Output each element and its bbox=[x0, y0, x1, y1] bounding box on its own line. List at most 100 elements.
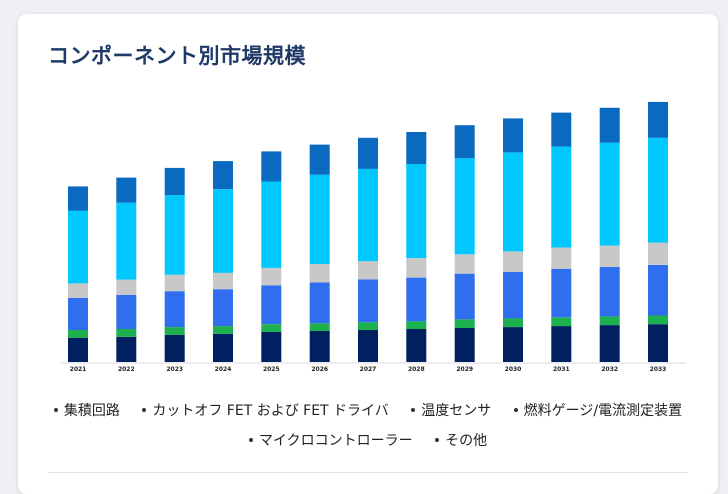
bar-segment-2023-series-3 bbox=[164, 274, 185, 292]
bar-segment-2026-series-4 bbox=[309, 174, 330, 264]
bar-segment-2023-series-4 bbox=[164, 195, 185, 275]
bar-segment-2022-series-5 bbox=[116, 177, 137, 203]
bar-segment-2032-series-1 bbox=[599, 316, 620, 326]
bar-segment-2031-series-3 bbox=[551, 247, 572, 269]
bar-segment-2029-series-2 bbox=[454, 273, 475, 320]
bar-segment-2027-series-2 bbox=[358, 279, 378, 323]
bar-segment-2028-series-5 bbox=[406, 132, 427, 164]
bar-segment-2028-series-1 bbox=[406, 321, 427, 329]
bar-segment-2025-series-3 bbox=[261, 267, 282, 286]
bar-segment-2025-series-1 bbox=[261, 324, 282, 332]
bar-segment-2030-series-3 bbox=[503, 251, 523, 272]
bar-segment-2030-series-5 bbox=[503, 118, 523, 153]
stacked-bar-chart: 2021 2022 2023 2024 2025 2026 2027 2028 2029 2030… bbox=[60, 101, 686, 373]
x-tick-label-2033: 2033 bbox=[650, 366, 667, 373]
legend-item-cutoff-fet: カットオフ FET および FET ドライバ bbox=[142, 396, 389, 426]
bar-segment-2031-series-1 bbox=[551, 317, 572, 327]
bar-segment-2032-series-2 bbox=[599, 266, 620, 317]
bar-segment-2024-series-5 bbox=[213, 161, 233, 190]
bar-segment-2031-series-2 bbox=[551, 268, 572, 318]
bullet-icon bbox=[435, 438, 440, 442]
x-tick-label-2028: 2028 bbox=[408, 366, 425, 373]
bar-segment-2025-series-0 bbox=[261, 331, 282, 362]
legend-label: マイクロコントローラー bbox=[258, 433, 413, 449]
bar-segment-2032-series-4 bbox=[599, 142, 620, 246]
bar-segment-2032-series-3 bbox=[599, 245, 620, 267]
bar-segment-2026-series-1 bbox=[309, 323, 330, 331]
bar-segment-2022-series-2 bbox=[116, 295, 137, 329]
bar-segment-2029-series-3 bbox=[454, 254, 475, 274]
bullet-icon bbox=[513, 408, 518, 412]
bar-segment-2027-series-0 bbox=[358, 330, 378, 362]
bar-segment-2023-series-5 bbox=[164, 167, 185, 196]
bar-segment-2024-series-1 bbox=[213, 326, 233, 334]
bar-segment-2027-series-3 bbox=[358, 261, 378, 280]
bar-segment-2033-series-1 bbox=[648, 315, 668, 325]
bar-segment-2022-series-0 bbox=[116, 336, 137, 362]
bar-segment-2025-series-4 bbox=[261, 181, 282, 268]
bar-segment-2025-series-2 bbox=[261, 285, 282, 325]
bar-group bbox=[68, 101, 668, 362]
x-tick-label-2029: 2029 bbox=[456, 366, 473, 373]
divider bbox=[48, 472, 688, 473]
bar-segment-2027-series-4 bbox=[358, 168, 378, 262]
bar-segment-2030-series-2 bbox=[503, 271, 523, 319]
bar-segment-2026-series-2 bbox=[309, 282, 330, 324]
chart-legend: 集積回路 カットオフ FET および FET ドライバ 温度センサ 燃料ゲージ/… bbox=[18, 396, 718, 456]
legend-label: カットオフ FET および FET ドライバ bbox=[152, 403, 389, 419]
bar-segment-2028-series-4 bbox=[406, 164, 427, 259]
bar-segment-2022-series-4 bbox=[116, 202, 137, 280]
x-tick-labels: 2021 2022 2023 2024 2025 2026 2027 2028 2029 2030… bbox=[70, 366, 667, 373]
bar-segment-2026-series-0 bbox=[309, 330, 330, 362]
x-tick-label-2027: 2027 bbox=[360, 366, 377, 373]
bar-segment-2021-series-5 bbox=[68, 186, 88, 211]
bar-segment-2030-series-4 bbox=[503, 152, 523, 252]
bar-segment-2031-series-0 bbox=[551, 326, 572, 362]
legend-item-other: その他 bbox=[435, 426, 487, 456]
x-tick-label-2030: 2030 bbox=[505, 366, 522, 373]
bar-segment-2022-series-3 bbox=[116, 279, 137, 295]
bar-segment-2023-series-0 bbox=[164, 334, 185, 362]
chart-card: コンポーネント別市場規模 2021 2022 2023 2024 2025 2026 202… bbox=[18, 14, 718, 494]
bar-segment-2026-series-5 bbox=[309, 144, 330, 175]
bar-segment-2024-series-4 bbox=[213, 189, 233, 273]
bar-segment-2021-series-3 bbox=[68, 283, 88, 298]
bar-segment-2025-series-5 bbox=[261, 151, 282, 182]
bar-segment-2029-series-0 bbox=[454, 328, 475, 362]
legend-item-integrated-circuit: 集積回路 bbox=[53, 396, 120, 426]
bar-segment-2033-series-3 bbox=[648, 242, 668, 265]
x-tick-label-2024: 2024 bbox=[215, 366, 232, 373]
bullet-icon bbox=[248, 438, 253, 442]
bullet-icon bbox=[142, 408, 147, 412]
bar-segment-2029-series-5 bbox=[454, 125, 475, 159]
bar-segment-2021-series-0 bbox=[68, 337, 88, 362]
legend-label: その他 bbox=[445, 433, 488, 449]
x-tick-label-2023: 2023 bbox=[166, 366, 183, 373]
bar-segment-2021-series-4 bbox=[68, 210, 88, 284]
bar-segment-2030-series-0 bbox=[503, 327, 523, 362]
bar-segment-2029-series-1 bbox=[454, 319, 475, 328]
bar-segment-2032-series-0 bbox=[599, 325, 620, 362]
bar-segment-2033-series-0 bbox=[648, 324, 668, 362]
legend-item-temperature-sensor: 温度センサ bbox=[411, 396, 491, 426]
legend-item-microcontroller: マイクロコントローラー bbox=[248, 426, 413, 456]
bullet-icon bbox=[53, 408, 58, 412]
page-title: コンポーネント別市場規模 bbox=[48, 44, 306, 68]
x-tick-label-2021: 2021 bbox=[70, 366, 87, 373]
bar-segment-2024-series-3 bbox=[213, 272, 233, 290]
bar-segment-2031-series-5 bbox=[551, 112, 572, 147]
bar-segment-2030-series-1 bbox=[503, 318, 523, 327]
x-tick-label-2031: 2031 bbox=[553, 366, 570, 373]
legend-label: 集積回路 bbox=[63, 403, 120, 419]
bar-segment-2027-series-1 bbox=[358, 322, 378, 330]
bar-segment-2032-series-5 bbox=[599, 107, 620, 143]
bar-segment-2033-series-2 bbox=[648, 265, 668, 316]
x-tick-label-2032: 2032 bbox=[601, 366, 618, 373]
x-tick-label-2025: 2025 bbox=[263, 366, 280, 373]
bar-segment-2029-series-4 bbox=[454, 158, 475, 255]
bullet-icon bbox=[411, 408, 416, 412]
bar-segment-2033-series-4 bbox=[648, 137, 668, 243]
bar-segment-2023-series-1 bbox=[164, 327, 185, 335]
bar-segment-2024-series-0 bbox=[213, 333, 233, 362]
bar-segment-2031-series-4 bbox=[551, 146, 572, 248]
